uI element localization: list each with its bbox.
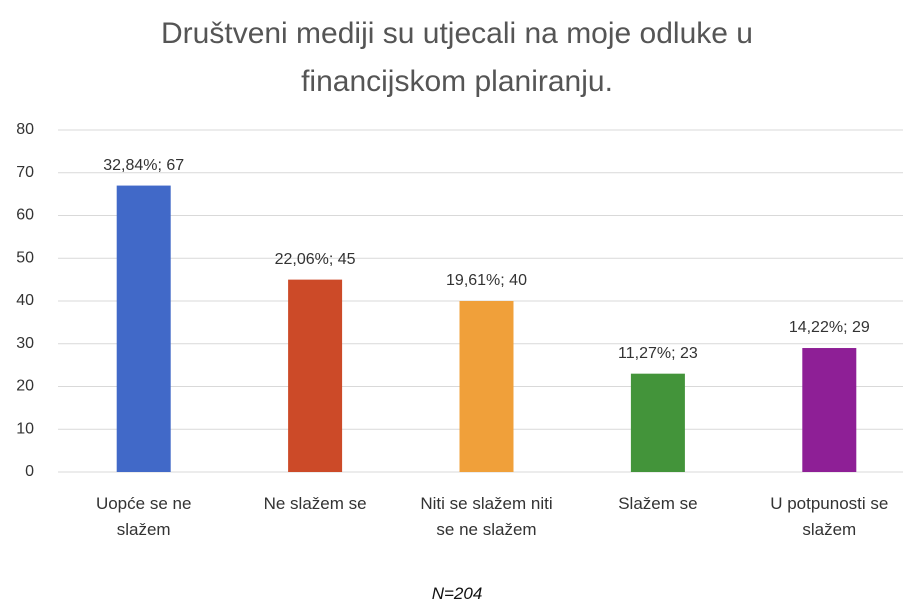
y-tick-label: 30 — [16, 335, 34, 352]
data-label: 11,27%; 23 — [618, 345, 698, 362]
y-tick-label: 60 — [16, 207, 34, 224]
y-tick-label: 70 — [16, 164, 34, 181]
y-tick-label: 20 — [16, 378, 34, 395]
bar — [802, 348, 857, 472]
bar — [116, 185, 171, 472]
x-tick-label: Ne slažem se — [263, 494, 367, 513]
data-label: 19,61%; 40 — [446, 272, 527, 289]
bar — [630, 373, 685, 472]
bar — [459, 301, 514, 472]
data-label: 32,84%; 67 — [103, 157, 184, 174]
data-label: 22,06%; 45 — [275, 251, 356, 268]
y-tick-label: 0 — [25, 463, 34, 480]
y-tick-label: 40 — [16, 292, 34, 309]
y-tick-label: 50 — [16, 249, 34, 266]
x-tick-label: Slažem se — [618, 494, 698, 513]
x-tick-label: Uopće se ne slažem — [95, 494, 192, 539]
data-label: 14,22%; 29 — [789, 319, 870, 336]
chart-title: Društveni mediji su utjecali na moje odl… — [161, 17, 753, 98]
x-tick-label: U potpunosti se slažem — [770, 494, 889, 539]
y-tick-label: 10 — [16, 420, 34, 437]
x-tick-label: Niti se slažem niti se ne slažem — [420, 494, 553, 539]
y-tick-label: 80 — [16, 121, 34, 138]
bar — [288, 279, 343, 472]
annotation: N=204 — [431, 584, 483, 603]
